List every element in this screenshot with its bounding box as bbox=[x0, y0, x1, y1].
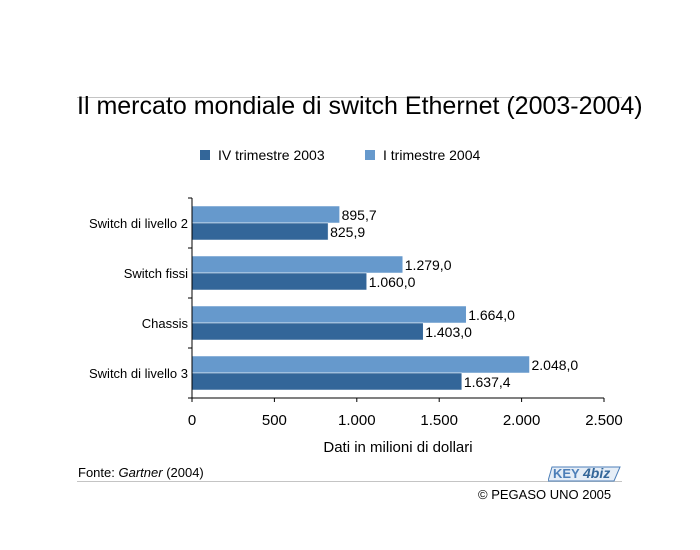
bar bbox=[191, 322, 424, 341]
data-label-bg bbox=[530, 357, 582, 372]
legend-label: I trimestre 2004 bbox=[383, 147, 480, 163]
bar bbox=[191, 205, 340, 224]
x-tick-label: 500 bbox=[262, 412, 287, 429]
data-label: 825,9 bbox=[330, 224, 365, 240]
data-label-bg bbox=[462, 374, 514, 389]
source-note: Fonte: Gartner (2004) bbox=[78, 465, 204, 480]
logo-text-biz: 4biz bbox=[582, 465, 610, 481]
data-label-bg bbox=[424, 324, 476, 339]
category-label: Switch di livello 3 bbox=[89, 366, 188, 381]
x-tick-label: 2.500 bbox=[585, 412, 623, 429]
bar bbox=[191, 355, 530, 374]
legend-swatch bbox=[365, 150, 375, 160]
x-tick-label: 1.000 bbox=[338, 412, 376, 429]
top-rule bbox=[77, 97, 622, 98]
logo-text-key: KEY bbox=[553, 466, 580, 481]
category-label: Switch di livello 2 bbox=[89, 216, 188, 231]
bar bbox=[191, 222, 329, 241]
data-label: 1.637,4 bbox=[464, 374, 511, 390]
x-tick-label: 2.000 bbox=[503, 412, 541, 429]
data-label: 1.279,0 bbox=[405, 257, 452, 273]
bar bbox=[191, 272, 367, 291]
x-tick-label: 1.500 bbox=[420, 412, 458, 429]
data-label-bg bbox=[329, 224, 381, 239]
x-tick-label: 0 bbox=[188, 412, 196, 429]
legend-label: IV trimestre 2003 bbox=[218, 147, 325, 163]
bottom-rule bbox=[77, 481, 622, 482]
key4biz-logo-icon: KEY 4biz bbox=[548, 465, 621, 482]
category-label: Switch fissi bbox=[124, 266, 188, 281]
data-label-bg bbox=[340, 207, 392, 222]
legend-swatch bbox=[200, 150, 210, 160]
bar bbox=[191, 255, 404, 274]
copyright-note: © PEGASO UNO 2005 bbox=[478, 487, 612, 502]
data-label-bg bbox=[467, 307, 519, 322]
data-label: 1.060,0 bbox=[369, 274, 416, 290]
data-label: 2.048,0 bbox=[532, 357, 579, 373]
source-label: Fonte: bbox=[78, 465, 115, 480]
bar bbox=[191, 372, 463, 391]
data-label: 895,7 bbox=[342, 207, 377, 223]
data-label-bg bbox=[367, 274, 419, 289]
bar bbox=[191, 305, 467, 324]
data-label: 1.403,0 bbox=[425, 324, 472, 340]
x-axis-label: Dati in milioni di dollari bbox=[323, 439, 472, 456]
source-name: Gartner bbox=[118, 465, 163, 480]
category-label: Chassis bbox=[142, 316, 189, 331]
source-year: (2004) bbox=[166, 465, 204, 480]
data-label-bg bbox=[403, 257, 455, 272]
chart-title: Il mercato mondiale di switch Ethernet (… bbox=[77, 92, 643, 120]
data-label: 1.664,0 bbox=[468, 307, 515, 323]
